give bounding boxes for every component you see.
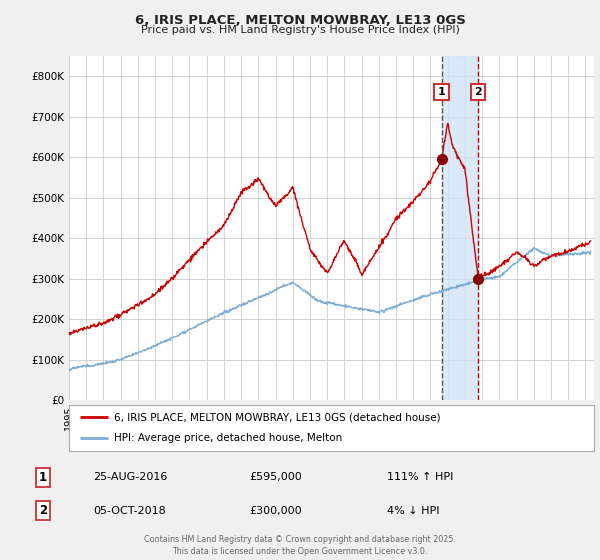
Text: Price paid vs. HM Land Registry's House Price Index (HPI): Price paid vs. HM Land Registry's House …	[140, 25, 460, 35]
Text: 6, IRIS PLACE, MELTON MOWBRAY, LE13 0GS (detached house): 6, IRIS PLACE, MELTON MOWBRAY, LE13 0GS …	[113, 412, 440, 422]
Text: £595,000: £595,000	[249, 472, 302, 482]
Text: 1: 1	[39, 470, 47, 484]
Text: 2: 2	[39, 504, 47, 517]
Text: 25-AUG-2016: 25-AUG-2016	[93, 472, 167, 482]
Text: 6, IRIS PLACE, MELTON MOWBRAY, LE13 0GS: 6, IRIS PLACE, MELTON MOWBRAY, LE13 0GS	[134, 14, 466, 27]
Text: 111% ↑ HPI: 111% ↑ HPI	[387, 472, 454, 482]
Bar	[442, 56, 478, 400]
Text: 2: 2	[474, 87, 482, 97]
Text: 1: 1	[438, 87, 446, 97]
Text: 4% ↓ HPI: 4% ↓ HPI	[387, 506, 439, 516]
Text: £300,000: £300,000	[249, 506, 302, 516]
Text: Contains HM Land Registry data © Crown copyright and database right 2025.
This d: Contains HM Land Registry data © Crown c…	[144, 535, 456, 556]
Text: 05-OCT-2018: 05-OCT-2018	[93, 506, 166, 516]
Text: HPI: Average price, detached house, Melton: HPI: Average price, detached house, Melt…	[113, 433, 342, 444]
